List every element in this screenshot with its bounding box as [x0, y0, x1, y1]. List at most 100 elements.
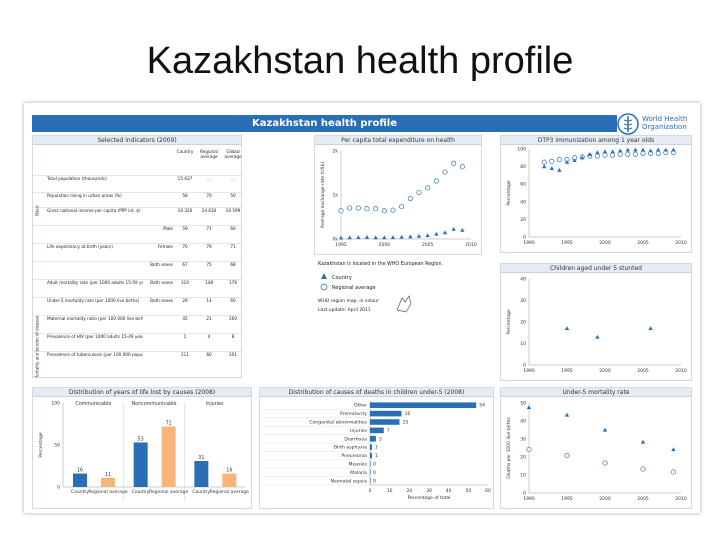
category-label: Congenital abnormalities: [309, 420, 367, 426]
bar-value-label: 0: [373, 462, 376, 468]
indicators-column-header: Country: [176, 149, 194, 154]
data-point-circle: [556, 157, 562, 163]
y-tick-label: 80: [520, 164, 526, 170]
stunted-panel: Children aged under 5 stunted 1990 1995 20…: [500, 263, 692, 381]
bar: [370, 436, 376, 442]
bar-value-label: 54: [479, 403, 485, 409]
data-point-triangle: [564, 160, 570, 164]
data-point-triangle: [648, 148, 653, 153]
data-point-circle: [526, 446, 532, 453]
dtp3-title: DTP3 immunization among 1 year olds: [501, 136, 691, 145]
bar: [370, 478, 371, 484]
x-tick-label: 2000: [599, 240, 611, 246]
indicator-value: 201: [229, 352, 237, 357]
category-label: Diarrhoea: [344, 436, 367, 442]
y-tick-label: 0: [523, 491, 526, 497]
indicator-value: 260: [229, 316, 237, 321]
indicators-row: Adult mortality rate (per 1000 adults 15…: [33, 279, 241, 285]
y-axis-label: Percentage: [506, 309, 512, 335]
indicator-value: 310: [181, 280, 189, 285]
indicator-value: 211: [181, 352, 189, 357]
data-point-triangle: [663, 147, 668, 152]
data-point-triangle: [408, 234, 413, 239]
indicator-value: 59: [182, 226, 188, 231]
indicator-value: 68: [230, 262, 236, 267]
indicator-label: Total population (thousands): [47, 176, 107, 181]
y-axis-label: Average exchange rate (US$): [320, 162, 326, 229]
x-tick-label: 2005: [637, 240, 649, 246]
bar: [370, 452, 372, 459]
indicators-row: Life expectancy at birth (years) Female 70…: [33, 243, 241, 249]
indicator-value: ...: [231, 176, 235, 181]
bar-value-label: 0: [373, 478, 376, 484]
data-point-triangle: [542, 164, 547, 169]
data-point-triangle: [656, 147, 661, 152]
indicator-value: 79: [206, 244, 212, 249]
data-point-triangle: [648, 326, 653, 331]
data-point-circle: [399, 204, 405, 210]
data-point-triangle: [640, 147, 646, 152]
data-point-circle: [640, 150, 646, 156]
indicator-value: 75: [206, 262, 212, 267]
poster-banner: Kazakhstan health profile: [32, 115, 617, 132]
legend-triangle-icon: [321, 273, 327, 279]
data-point-triangle: [671, 147, 676, 152]
category-label: Measles: [349, 462, 368, 468]
bar-value-label: 11: [105, 472, 111, 478]
y-tick-label: 20: [520, 320, 526, 326]
data-point-circle: [617, 151, 623, 157]
x-tick-label: 0: [369, 488, 372, 494]
indicator-sublabel: Male: [163, 226, 173, 231]
x-tick-label: 40: [446, 488, 452, 494]
region-map-icon: [396, 295, 412, 313]
u5mr-chart: 1990 1995 2000 2005 2010 0 10 20 30 40 50 Deaths pe…: [506, 401, 687, 503]
indicator-value: 24 630: [201, 208, 217, 213]
stunted-title: Children aged under 5 stunted: [501, 264, 691, 273]
yll-chart: 0 50 100 Percentage Communicable 16 Country 11 R…: [38, 401, 249, 501]
indicator-value: 15 637: [177, 176, 193, 181]
bar: [133, 442, 148, 487]
indicator-label: Population living in urban areas (%): [47, 193, 122, 198]
group-label: Communicable: [75, 401, 111, 407]
y-tick-label: 40: [520, 419, 526, 425]
bar: [370, 469, 371, 476]
slide-title: Kazakhstan health profile: [146, 40, 574, 82]
data-point-triangle: [382, 235, 387, 240]
data-point-triangle: [434, 231, 439, 236]
indicator-value: 10 599: [225, 208, 241, 213]
indicator-label: Prevalence of HIV (per 1000 adults 15-49…: [47, 334, 143, 339]
x-category-label: Country: [71, 489, 89, 495]
x-tick-label: 30: [426, 488, 432, 494]
indicator-value: 176: [229, 280, 237, 285]
indicator-sublabel: Both sexes: [150, 280, 173, 285]
location-text: Kazakhstan is located in the WHO Europea…: [318, 262, 444, 267]
data-point-triangle: [460, 228, 465, 232]
y-tick-label: 1k: [333, 193, 339, 199]
data-point-triangle: [425, 233, 430, 238]
who-emblem-icon: [617, 113, 639, 135]
u5-deaths-chart: Other 54 Prematurity 16 Congenital abnormali…: [262, 401, 491, 501]
x-tick-label: 50: [465, 488, 471, 494]
x-tick-label: 2005: [637, 368, 649, 374]
bar: [73, 473, 87, 487]
bar-value-label: 16: [404, 411, 410, 417]
x-tick-label: 1995: [561, 496, 573, 502]
x-tick-label: 1995: [561, 368, 573, 374]
x-axis-label: Percentage of total: [408, 495, 451, 501]
indicator-value: 67: [182, 262, 188, 267]
who-logo-line1: World Health: [642, 115, 688, 123]
expenditure-chart: 1995 2000 2005 2010 0k 1k 2k Average exchange r…: [320, 149, 477, 249]
legend-regional-label: Regional average: [332, 285, 376, 291]
bar-value-label: 1: [375, 453, 378, 459]
data-point-circle: [347, 205, 353, 211]
data-point-circle: [338, 208, 344, 214]
y-tick-label: 0: [523, 235, 526, 241]
data-point-triangle: [580, 155, 585, 160]
source-text: WHO region map, in colour: [318, 299, 379, 304]
who-logo-line2: Organization: [642, 123, 687, 131]
data-point-triangle: [338, 235, 344, 240]
legend: Country Regional average: [320, 273, 376, 291]
data-point-triangle: [633, 147, 638, 152]
data-point-triangle: [364, 235, 370, 239]
data-point-triangle: [671, 447, 676, 452]
